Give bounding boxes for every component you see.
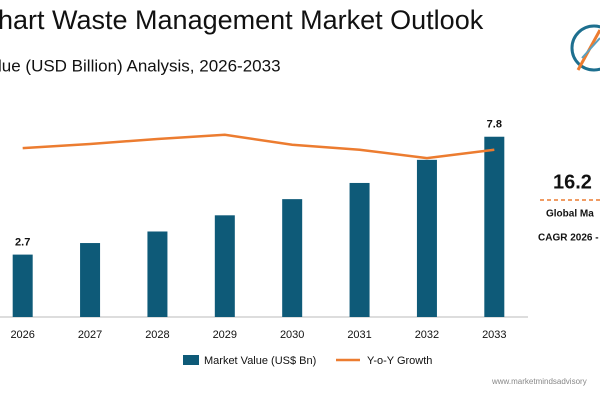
bar	[80, 243, 101, 317]
x-tick-label: 2032	[415, 329, 439, 341]
legend-label: Y-o-Y Growth	[367, 355, 432, 367]
chart-title: hart Waste Management Market Outlook	[0, 5, 484, 35]
bar	[282, 199, 303, 317]
logo	[570, 24, 600, 72]
bar	[147, 231, 168, 317]
cagr-value: 16.2	[553, 171, 592, 193]
bar	[349, 182, 370, 317]
x-tick-label: 2027	[78, 329, 102, 341]
cagr-label: Global Ma	[546, 209, 594, 220]
line	[22, 133, 495, 160]
source: www.marketmindsadvisory	[491, 377, 587, 386]
x-tick-label: 2030	[280, 329, 304, 341]
x-tick-label: 2029	[213, 329, 237, 341]
x-tick-label: 2033	[482, 329, 506, 341]
bar	[416, 159, 437, 317]
chart-subtitle: lue (USD Billion) Analysis, 2026-2033	[0, 56, 281, 75]
x-tick-label: 2031	[347, 329, 371, 341]
x-tick-label: 2026	[10, 329, 34, 341]
legend-label: Market Value (US$ Bn)	[204, 355, 316, 367]
data-label: 7.8	[487, 119, 502, 131]
data-label: 2.7	[15, 237, 30, 249]
legend-swatch	[183, 355, 199, 365]
bar	[214, 215, 235, 317]
bar	[484, 136, 505, 317]
x-tick-label: 2028	[145, 329, 169, 341]
cagr-period: CAGR 2026 -	[538, 233, 599, 244]
bar	[12, 254, 33, 317]
